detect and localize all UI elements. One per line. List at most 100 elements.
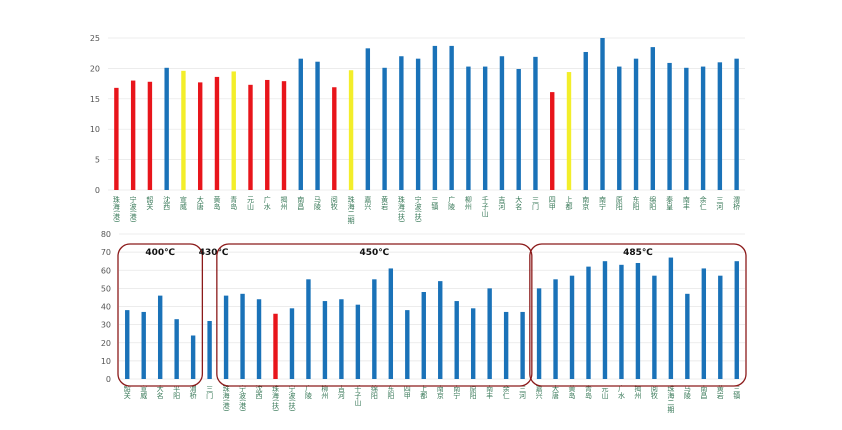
x-tick-label: 南昌	[700, 384, 708, 400]
x-tick-label: 珠海(港)	[222, 384, 230, 412]
x-tick-label: 南丰	[682, 195, 690, 211]
bar	[141, 311, 146, 379]
x-tick-label: 柳州	[464, 195, 472, 210]
y-tick-label: 10	[101, 357, 111, 366]
y-tick-label: 40	[101, 303, 111, 312]
x-tick-label: 上都	[420, 384, 428, 400]
y-tick-label: 20	[101, 339, 111, 348]
x-tick-label: 嘉兴	[364, 195, 372, 211]
x-tick-label: 阅牧	[650, 385, 658, 400]
bar	[432, 45, 438, 191]
y-tick-label: 30	[101, 321, 111, 330]
bar	[536, 288, 542, 379]
x-tick-label: 黄岩	[716, 384, 724, 400]
group-box	[216, 243, 533, 387]
bar	[466, 66, 471, 190]
bar	[550, 92, 555, 190]
x-tick-label: 广水	[617, 384, 625, 399]
bar	[650, 47, 656, 191]
y-tick-label: 60	[101, 266, 111, 275]
y-tick-label: 20	[90, 64, 100, 73]
y-tick-label: 25	[90, 34, 100, 43]
bar	[197, 82, 203, 190]
bar	[240, 293, 245, 379]
y-tick-label: 70	[101, 248, 111, 257]
x-tick-label: 渭桥	[733, 195, 741, 211]
bar	[700, 66, 706, 190]
x-tick-label: 马陵	[314, 196, 322, 211]
x-tick-label: 原阳	[469, 385, 477, 400]
bar	[415, 58, 421, 191]
x-tick-label: 渭桥	[189, 384, 197, 400]
y-tick-label: 10	[90, 125, 100, 134]
group-label: 430℃	[199, 248, 229, 258]
bar	[207, 321, 212, 379]
bar	[348, 70, 354, 190]
bar	[332, 87, 337, 190]
group-label: 485℃	[623, 248, 653, 258]
bar	[633, 58, 639, 191]
bar	[298, 58, 303, 191]
bar	[454, 301, 459, 379]
bar	[566, 72, 572, 190]
x-tick-label: 吉河	[337, 385, 345, 399]
bar	[734, 261, 739, 379]
bar	[482, 66, 488, 190]
bar	[190, 335, 196, 379]
x-tick-label: 阅牧	[330, 196, 338, 211]
bar	[684, 67, 689, 190]
bar	[438, 281, 443, 379]
bar	[125, 310, 130, 379]
bar	[586, 266, 591, 379]
bar	[600, 38, 605, 190]
x-tick-label: 绵阳	[370, 384, 378, 400]
x-tick-label: 广水	[263, 195, 271, 210]
x-tick-label: 珠海(港)	[112, 195, 120, 223]
x-tick-label: 宁波(扶)	[288, 384, 296, 412]
x-tick-label: 黄岛	[213, 195, 221, 211]
x-tick-label: 南宁	[599, 195, 607, 210]
bar	[365, 48, 371, 190]
bar	[470, 308, 476, 379]
x-tick-label: 南丰	[486, 384, 494, 400]
x-tick-label: 南宁	[453, 384, 461, 399]
bar	[339, 299, 344, 379]
bar	[223, 295, 229, 379]
x-tick-label: 四甲	[548, 196, 556, 211]
x-tick-label: 青岛	[230, 195, 238, 211]
x-tick-label: 宁波(扶)	[414, 195, 422, 223]
x-tick-label: 三河	[716, 196, 724, 210]
x-tick-label: 东阳	[632, 195, 640, 211]
bar	[281, 81, 287, 190]
bar	[635, 263, 641, 379]
bar	[516, 69, 521, 190]
bar	[273, 313, 278, 379]
x-tick-label: 珠海二期	[667, 384, 675, 414]
y-tick-label: 15	[90, 95, 100, 104]
bar	[449, 45, 454, 191]
bar	[388, 268, 394, 379]
x-tick-label: 沈西	[255, 384, 263, 400]
x-tick-label: 东阳	[387, 384, 395, 400]
bar	[701, 268, 707, 379]
x-tick-label: 宣威	[179, 195, 187, 211]
bar	[322, 301, 328, 379]
bar	[520, 311, 525, 379]
x-tick-label: 千子山	[481, 195, 489, 218]
x-tick-label: 三门	[531, 196, 539, 211]
x-tick-label: 揭州	[280, 195, 288, 210]
x-tick-label: 秦皇	[666, 195, 674, 210]
x-tick-label: 南昌	[297, 195, 305, 211]
bar	[421, 292, 426, 379]
bar	[114, 87, 119, 190]
bar	[147, 81, 153, 190]
x-tick-label: 上都	[565, 195, 573, 211]
x-tick-label: 韶关	[146, 195, 154, 211]
y-tick-label: 80	[101, 230, 111, 239]
bar	[553, 279, 558, 379]
bar	[652, 275, 657, 379]
y-tick-label: 0	[106, 375, 111, 384]
x-tick-label: 马陵	[683, 385, 691, 400]
bar	[248, 84, 253, 190]
x-tick-label: 三门	[206, 385, 214, 400]
